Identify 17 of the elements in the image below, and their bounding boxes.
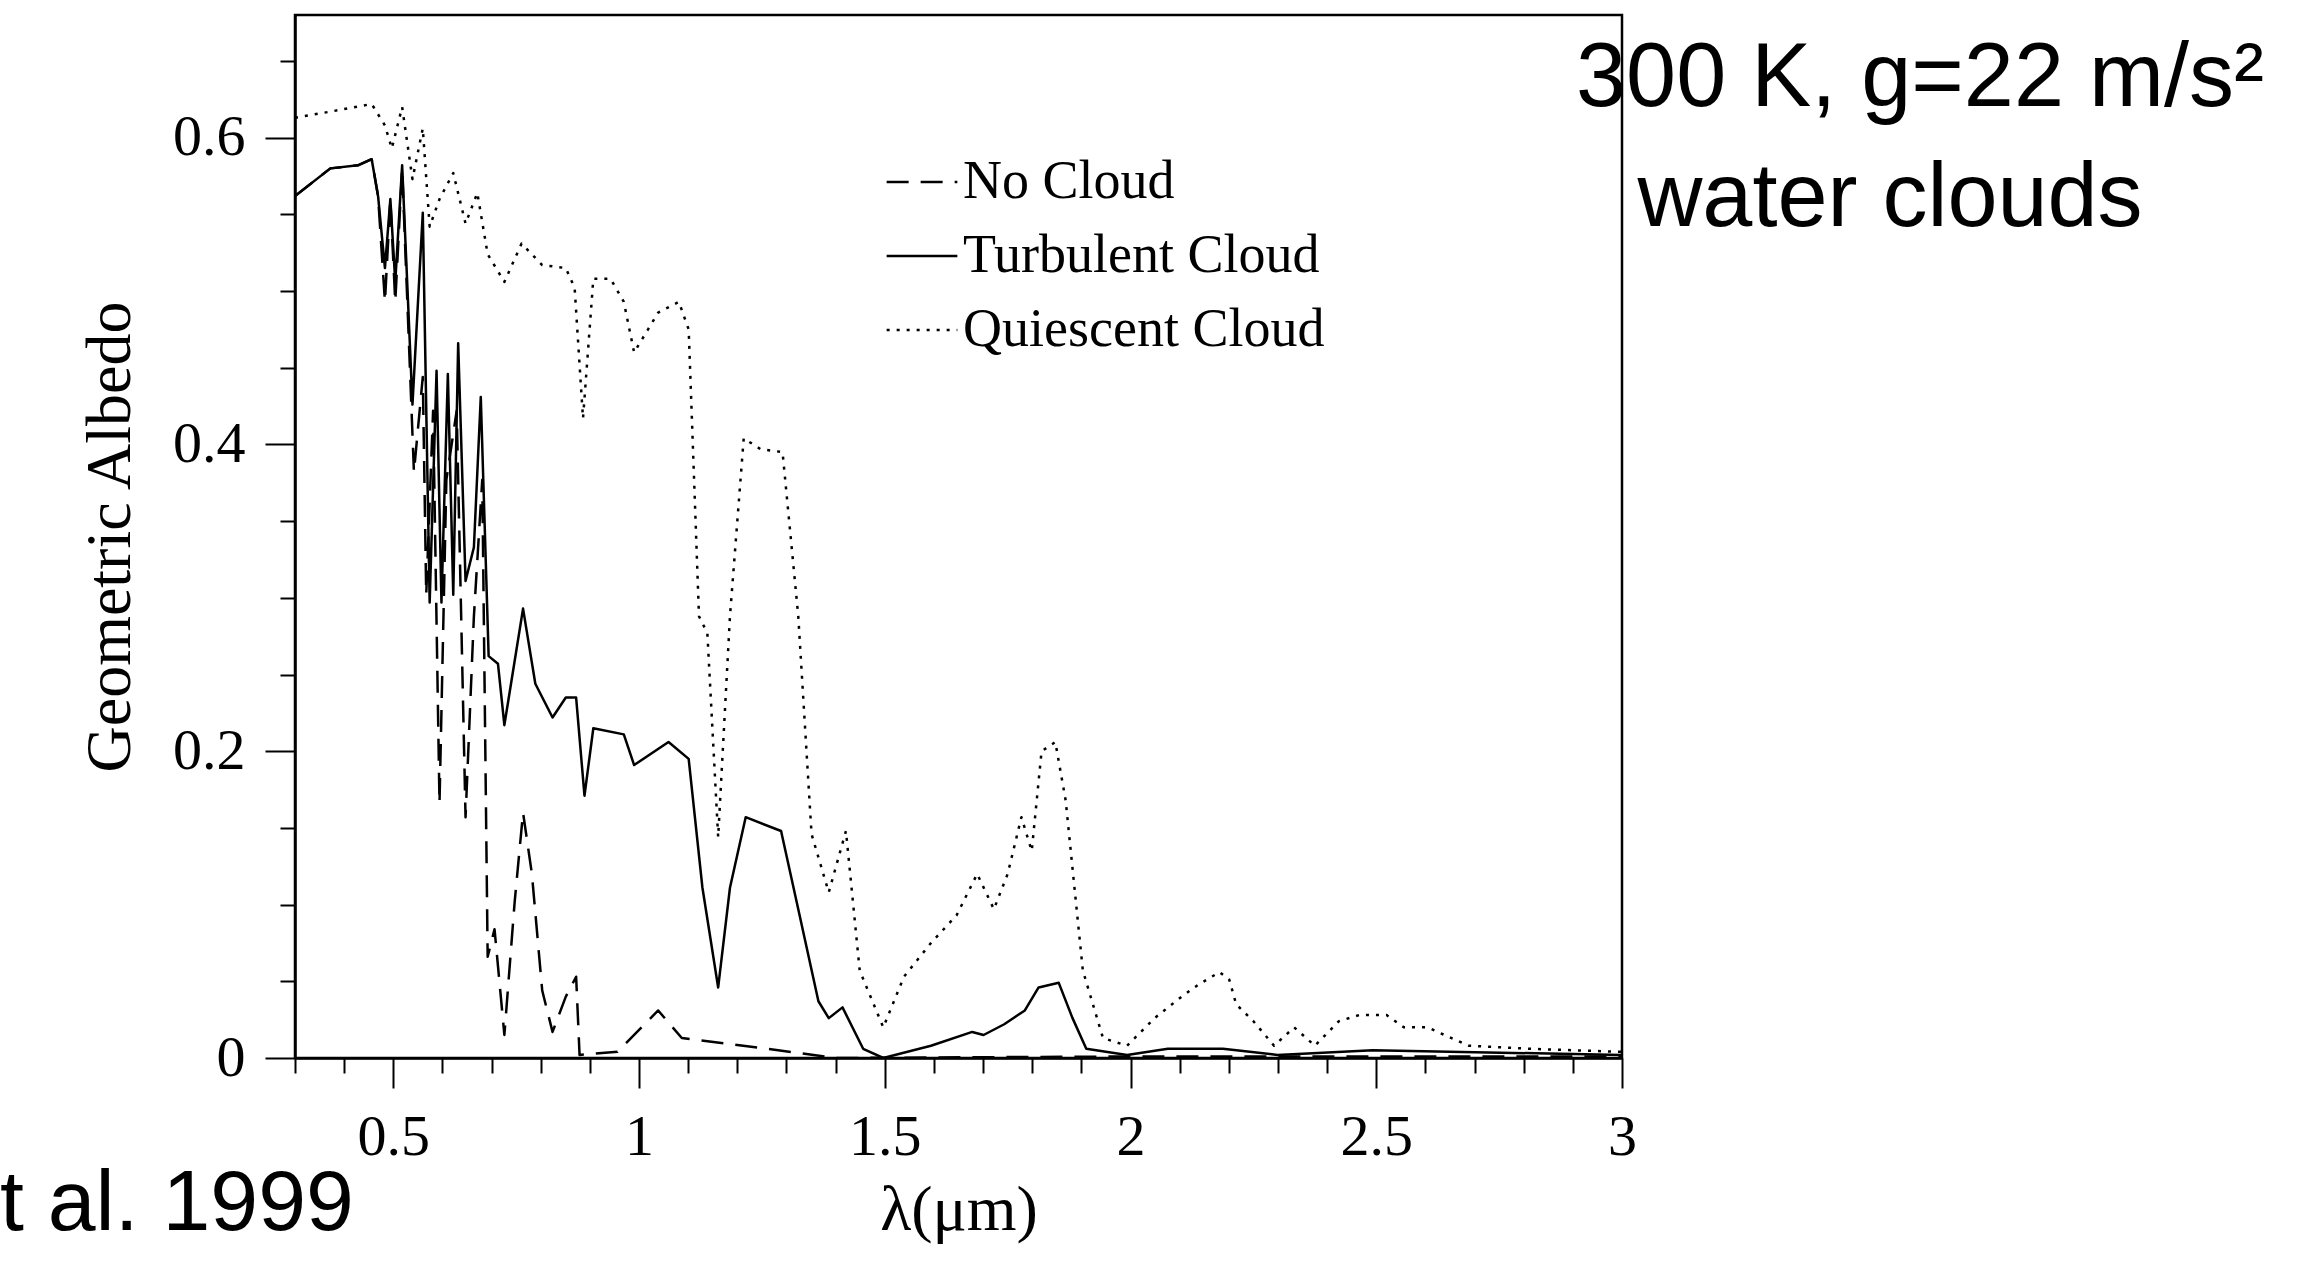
y-tick-label: 0 [216,1023,246,1089]
x-axis-title: λ(μm) [880,1172,1038,1244]
y-tick-label: 0.4 [173,409,246,475]
x-tick-label: 1.5 [849,1102,922,1168]
x-tick-label: 0.5 [357,1102,431,1168]
y-axis-title: Geometric Albedo [73,301,144,773]
legend-label: Turbulent Cloud [963,224,1320,284]
x-tick-label: 2.5 [1340,1102,1414,1168]
x-tick-label: 2 [1116,1102,1146,1168]
legend-label: No Cloud [963,150,1175,210]
y-tick-label: 0.2 [173,716,246,782]
y-tick-label: 0.6 [173,103,246,169]
text: t al. 1999 [0,1151,354,1250]
text: water clouds [1636,144,2144,247]
x-tick-label: 1 [625,1102,655,1168]
legend-label: Quiescent Cloud [963,298,1325,358]
x-tick-label: 3 [1608,1102,1637,1168]
